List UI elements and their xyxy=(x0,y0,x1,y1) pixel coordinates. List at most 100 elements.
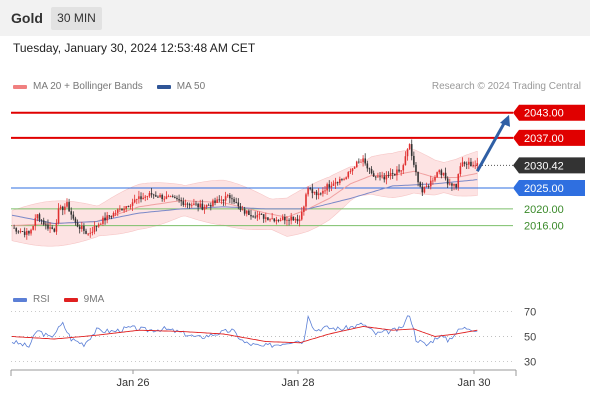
candle-body xyxy=(273,218,276,222)
rsi-legend: RSI 9MA xyxy=(13,294,104,305)
ma20-legend-swatch xyxy=(13,84,27,89)
candle-body xyxy=(119,208,121,210)
candle-body xyxy=(389,173,392,176)
candle-body xyxy=(203,206,206,210)
candle-body xyxy=(78,226,81,229)
candle-body xyxy=(408,144,411,150)
candle-body xyxy=(313,191,316,194)
candle-body xyxy=(290,216,292,221)
candle-body xyxy=(298,219,301,222)
candle-body xyxy=(370,169,373,174)
candle-body xyxy=(404,156,407,166)
candle-body xyxy=(106,215,108,221)
candle-body xyxy=(275,219,278,222)
candle-body xyxy=(163,198,166,200)
candle-body xyxy=(199,203,202,208)
candle-body xyxy=(406,149,409,157)
candle-body xyxy=(427,186,430,187)
candle-body xyxy=(19,231,22,232)
chart-datetime: Tuesday, January 30, 2024 12:53:48 AM CE… xyxy=(13,41,256,55)
candle-body xyxy=(66,202,68,207)
candle-body xyxy=(330,185,333,188)
candle-body xyxy=(218,199,221,201)
candle-body xyxy=(83,225,85,231)
candle-body xyxy=(108,215,111,217)
symbol-title: Gold xyxy=(11,10,43,26)
candle-body xyxy=(85,230,87,234)
candle-body xyxy=(23,231,26,235)
price-label-text: 2037.00 xyxy=(524,133,564,145)
candle-body xyxy=(461,162,464,167)
candle-body xyxy=(332,183,335,186)
x-tick-label: Jan 28 xyxy=(281,377,314,389)
candle-body xyxy=(281,216,284,221)
candle-body xyxy=(277,219,280,221)
candle-body xyxy=(463,162,466,164)
candle-body xyxy=(80,225,83,229)
candle-body xyxy=(224,196,227,201)
candle-body xyxy=(442,172,445,176)
rsi-legend-label: RSI xyxy=(33,294,50,305)
rsi-tick-label: 30 xyxy=(524,357,536,369)
candle-body xyxy=(51,227,53,229)
candle-body xyxy=(351,168,354,172)
candle-body xyxy=(248,210,250,216)
candle-body xyxy=(148,193,151,197)
candle-body xyxy=(383,176,386,180)
candle-body xyxy=(237,202,240,207)
price-label-bg xyxy=(513,157,585,174)
candle-body xyxy=(421,186,424,193)
candle-body xyxy=(53,228,56,232)
candle-body xyxy=(265,217,267,219)
candle-body xyxy=(114,212,117,214)
candle-body xyxy=(184,203,187,205)
candle-body xyxy=(188,203,191,206)
candle-body xyxy=(34,218,37,226)
candle-body xyxy=(260,213,263,215)
candle-body xyxy=(91,231,94,233)
candle-body xyxy=(391,173,394,174)
candles-group xyxy=(13,139,479,240)
rsi-ma9-line xyxy=(11,325,478,344)
candle-body xyxy=(347,172,350,178)
candle-body xyxy=(226,195,229,197)
candle-body xyxy=(396,169,398,176)
candle-body xyxy=(169,196,172,198)
candle-body xyxy=(72,214,75,219)
candle-body xyxy=(309,188,312,190)
candle-body xyxy=(360,161,362,163)
candle-body xyxy=(419,182,421,187)
forecast-arrow-shaft xyxy=(475,119,508,173)
timeframe-button[interactable]: 30 MIN xyxy=(51,7,102,30)
candle-body xyxy=(385,175,388,180)
candle-body xyxy=(474,165,476,167)
candle-body xyxy=(231,198,233,200)
candle-body xyxy=(425,186,428,187)
candle-body xyxy=(193,203,195,205)
price-label-bg xyxy=(513,129,585,146)
candle-body xyxy=(379,176,381,178)
candle-body xyxy=(362,158,364,162)
candle-body xyxy=(95,226,98,227)
price-label-text: 2030.42 xyxy=(524,160,564,172)
candle-body xyxy=(110,216,113,218)
candle-body xyxy=(472,165,474,167)
candle-body xyxy=(377,176,379,178)
candle-body xyxy=(429,180,432,187)
candle-body xyxy=(155,195,157,197)
candle-body xyxy=(402,165,405,171)
candle-body xyxy=(138,196,140,199)
rsi-tick-label: 50 xyxy=(524,332,536,344)
candle-body xyxy=(254,216,257,218)
candle-body xyxy=(167,196,170,198)
candle-body xyxy=(116,209,119,213)
main-legend: MA 20 + Bollinger Bands MA 50 xyxy=(13,81,205,92)
candle-body xyxy=(341,179,343,180)
candle-body xyxy=(89,232,92,234)
candle-body xyxy=(436,172,438,178)
candle-body xyxy=(205,204,208,207)
candle-body xyxy=(68,202,70,212)
candle-body xyxy=(288,219,290,221)
price-label-2025-00: 2025.00 xyxy=(513,180,585,196)
